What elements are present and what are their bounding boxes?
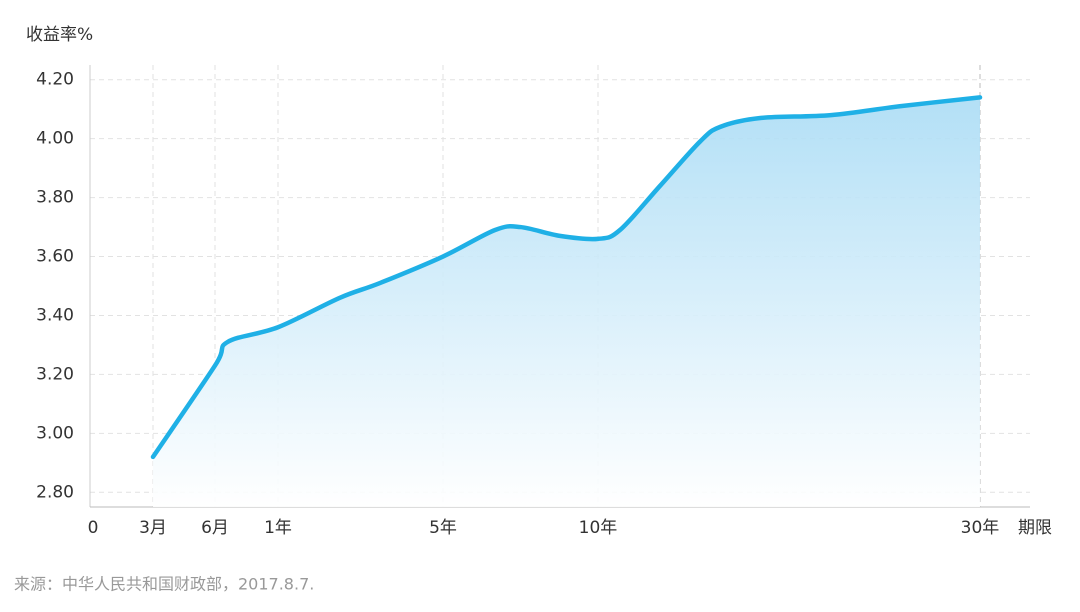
- y-tick-label: 4.20: [36, 70, 74, 90]
- x-tick-label: 5年: [429, 518, 457, 538]
- y-tick-label: 2.80: [36, 482, 74, 502]
- x-tick-label: 10年: [579, 518, 618, 538]
- area: [153, 97, 980, 507]
- line: [150, 95, 983, 460]
- x-tick-label: 1年: [264, 518, 292, 538]
- x-tick-label: 6月: [201, 518, 229, 538]
- x-tick-label: 30年: [961, 518, 1000, 538]
- x-tick-label: 0: [88, 518, 99, 538]
- y-tick-label: 3.20: [36, 364, 74, 384]
- y-tick-label: 3.60: [36, 247, 74, 267]
- y-tick-label: 4.00: [36, 129, 74, 149]
- y-tick-label: 3.00: [36, 423, 74, 443]
- y-axis-label: 收益率%: [26, 25, 93, 45]
- source-note: 来源：中华人民共和国财政部，2017.8.7.: [14, 575, 314, 594]
- x-tick-label: 3月: [139, 518, 167, 538]
- x-axis-label: 期限: [1018, 518, 1052, 538]
- y-tick-label: 3.40: [36, 305, 74, 325]
- y-tick-label: 3.80: [36, 188, 74, 208]
